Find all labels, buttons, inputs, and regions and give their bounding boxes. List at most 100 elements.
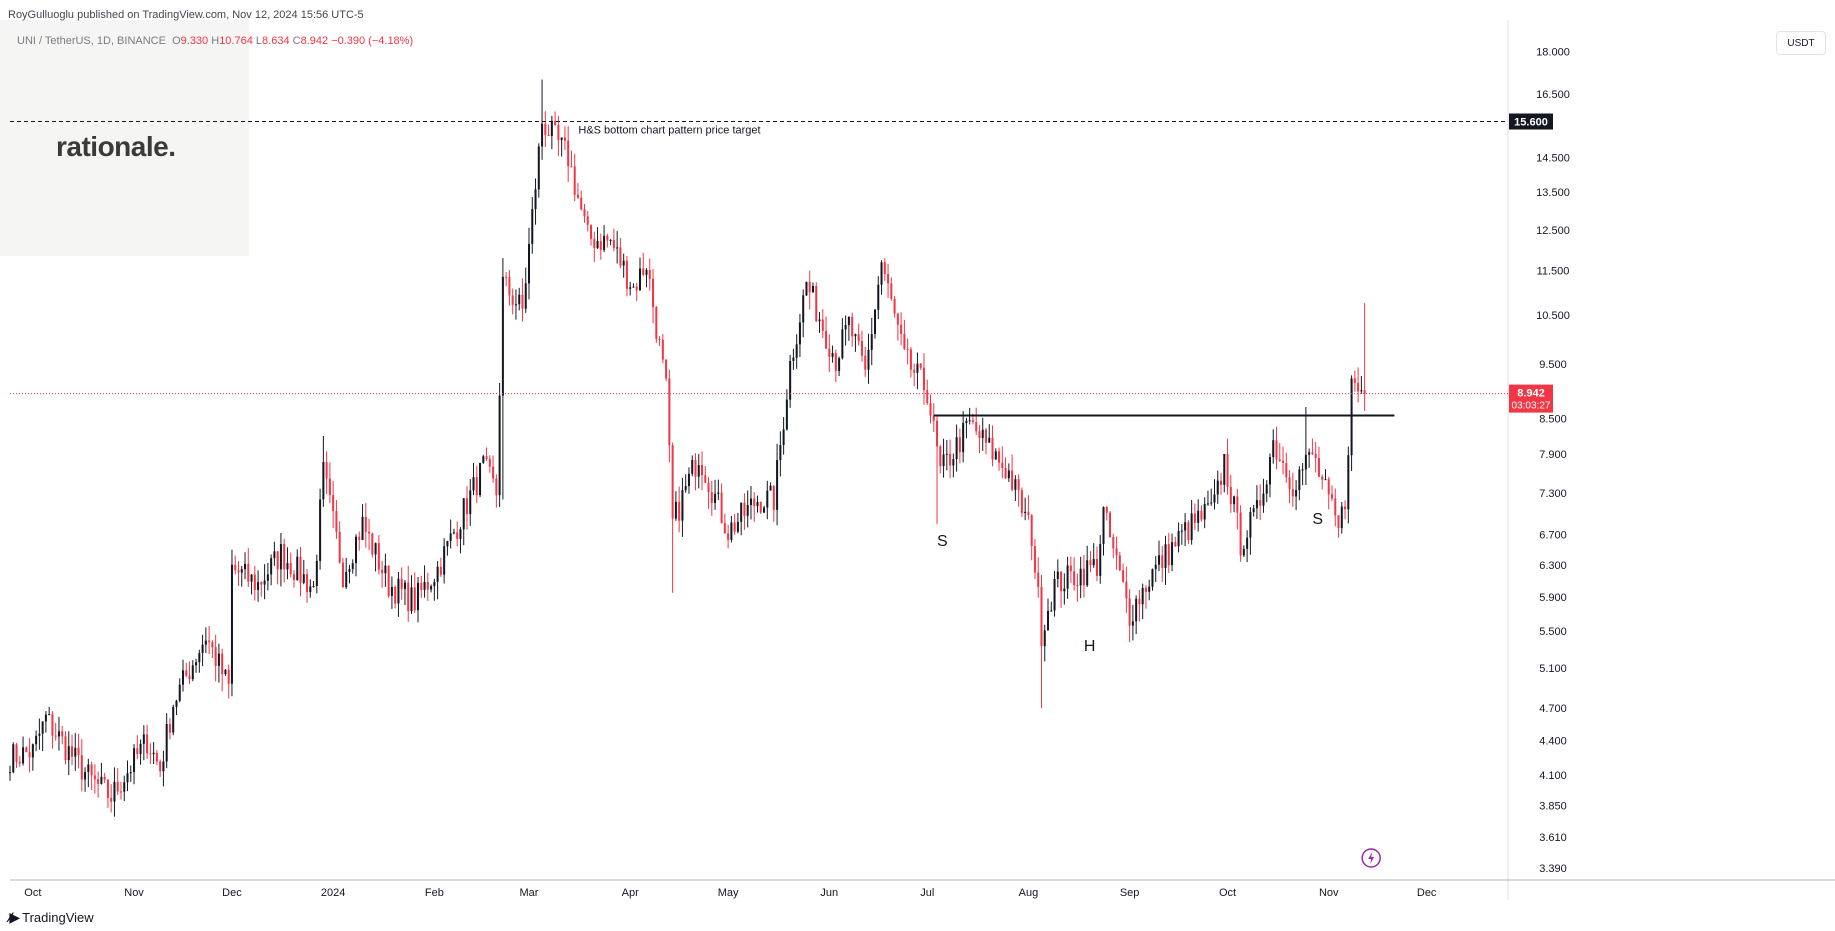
candle-body [991, 437, 994, 460]
candle-body [172, 706, 175, 733]
candle-body [335, 511, 338, 532]
candle-body [168, 724, 171, 733]
candle-body [1259, 500, 1262, 506]
candle-body [465, 498, 468, 515]
candle-body [106, 779, 109, 798]
candle-body [1308, 452, 1311, 455]
candle-body [684, 486, 687, 491]
candle-body [195, 662, 198, 666]
candle-body [609, 239, 612, 241]
candle-body [687, 473, 690, 487]
candle-body [38, 733, 41, 736]
candle-body [776, 460, 779, 510]
candle-body [785, 399, 788, 430]
tradingview-logo-icon: ⁄▶ [9, 909, 20, 925]
candle-body [919, 363, 922, 368]
candle-body [244, 563, 247, 570]
y-tick-label: 4.100 [1539, 770, 1567, 782]
candle-body [890, 283, 893, 299]
candle-body [1255, 500, 1258, 509]
candle-body [1197, 510, 1200, 523]
y-tick-label: 8.500 [1539, 413, 1567, 425]
candle-body [1298, 469, 1301, 491]
x-tick-label: Aug [1019, 887, 1039, 899]
candle-body [420, 582, 423, 590]
candle-body [603, 235, 606, 250]
candle-body [181, 670, 185, 685]
lightning-glyph [1368, 852, 1375, 864]
candle-body [1226, 453, 1229, 487]
candle-body [469, 490, 472, 515]
candle-body [599, 240, 602, 250]
candle-body [1086, 560, 1089, 586]
candle-body [984, 429, 988, 443]
candle-body [328, 478, 331, 496]
candle-body [691, 460, 694, 474]
currency-unit-button[interactable]: USDT [1776, 31, 1826, 55]
candle-body [1213, 494, 1216, 503]
y-tick-label: 7.300 [1539, 488, 1567, 500]
candle-body [857, 334, 860, 342]
candle-body [534, 189, 537, 210]
candle-body [939, 446, 942, 467]
candle-body [364, 516, 367, 532]
candle-body [155, 752, 158, 762]
candle-body [257, 582, 260, 590]
candle-body [41, 721, 44, 734]
candle-body [1278, 459, 1281, 461]
candle-body [903, 333, 906, 349]
y-tick-label: 14.500 [1536, 152, 1570, 164]
candle-body [727, 533, 730, 540]
candle-body [1357, 382, 1360, 392]
candle-body [1174, 542, 1177, 547]
candle-body [756, 501, 759, 507]
candle-body [619, 247, 622, 266]
candle-body [1206, 503, 1209, 505]
candle-body [371, 533, 374, 555]
candle-body [811, 285, 815, 293]
candle-body [864, 355, 867, 370]
candle-body [472, 477, 475, 491]
candle-body [302, 574, 305, 583]
candle-body [880, 262, 883, 285]
candle-body [1007, 470, 1010, 479]
candle-body [1210, 502, 1213, 504]
candle-body [1275, 440, 1278, 460]
tradingview-footer[interactable]: ⁄▶ TradingView [9, 909, 94, 926]
candle-body [1262, 493, 1265, 506]
candle-body [482, 456, 485, 463]
x-tick-label: Oct [24, 887, 41, 899]
candle-body [456, 532, 459, 539]
candle-body [576, 194, 579, 198]
candle-body [116, 781, 119, 792]
candle-body [240, 569, 243, 573]
candle-body [292, 574, 295, 580]
candle-body [426, 581, 429, 590]
candle-body [488, 458, 491, 467]
candle-body [1011, 470, 1014, 490]
candle-body [178, 684, 181, 701]
candle-body [142, 734, 145, 744]
symbol-name[interactable]: UNI / TetherUS, 1D, BINANCE [17, 35, 166, 47]
candle-body [123, 782, 126, 792]
candle-body [1236, 496, 1239, 513]
candle-body [113, 781, 116, 802]
candle-body [560, 137, 563, 140]
candle-body [77, 747, 80, 756]
candle-body [67, 746, 70, 761]
candle-body [942, 454, 945, 467]
candle-body [1295, 490, 1298, 497]
candle-body [44, 714, 47, 722]
candle-body [1102, 507, 1105, 545]
y-tick-label: 4.400 [1539, 735, 1567, 747]
candle-body [678, 501, 681, 521]
candle-body [658, 338, 661, 340]
candle-body [351, 563, 354, 569]
candle-body [665, 359, 668, 379]
candle-body [511, 295, 514, 305]
candle-body [596, 240, 599, 249]
candle-body [201, 644, 204, 654]
candle-body [638, 268, 642, 291]
candle-body [1363, 390, 1366, 394]
